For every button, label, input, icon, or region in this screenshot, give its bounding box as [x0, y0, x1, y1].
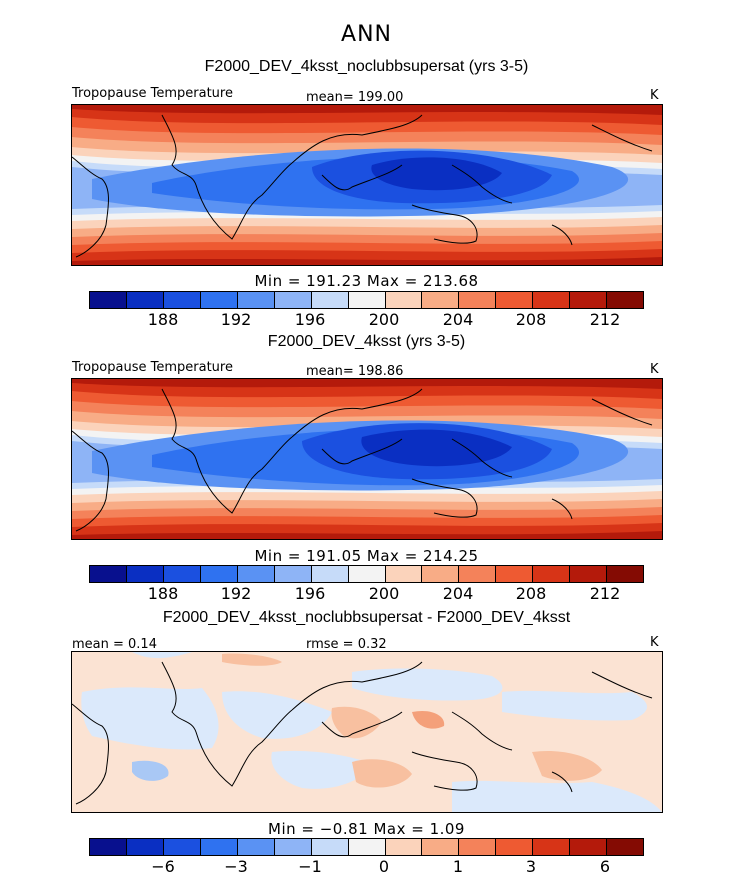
- colorbar-swatch: [90, 839, 127, 855]
- colorbar-swatch: [200, 839, 238, 855]
- colorbar-tick: 212: [589, 584, 621, 603]
- colorbar-swatch: [459, 566, 497, 582]
- colorbar-swatch: [570, 292, 608, 308]
- panel1-map: [71, 104, 663, 266]
- panel1-variable-label: Tropopause Temperature: [72, 86, 233, 101]
- panel3-units-label: K: [650, 635, 659, 650]
- panel3-map: [71, 651, 663, 813]
- panel1-map-field: [72, 105, 662, 265]
- colorbar-swatch: [200, 292, 238, 308]
- colorbar-swatch: [422, 566, 460, 582]
- panel1-colorbar: [89, 291, 644, 309]
- panel2-min-max: Min = 191.05 Max = 214.25: [254, 547, 479, 565]
- colorbar-swatch: [570, 566, 608, 582]
- colorbar-swatch: [607, 566, 644, 582]
- colorbar-swatch: [163, 566, 201, 582]
- colorbar-swatch: [311, 292, 349, 308]
- panel2-mean-label: mean= 198.86: [306, 364, 404, 379]
- colorbar-swatch: [533, 839, 571, 855]
- colorbar-tick: 6: [599, 857, 611, 876]
- colorbar-swatch: [385, 566, 423, 582]
- colorbar-tick: 208: [515, 584, 547, 603]
- colorbar-swatch: [163, 292, 201, 308]
- panel3-title: F2000_DEV_4ksst_noclubbsupersat - F2000_…: [162, 609, 571, 626]
- colorbar-swatch: [274, 566, 312, 582]
- colorbar-tick: −1: [298, 857, 322, 876]
- panel1-min-max: Min = 191.23 Max = 213.68: [254, 272, 479, 290]
- colorbar-swatch: [126, 292, 164, 308]
- panel3-min-max: Min = −0.81 Max = 1.09: [268, 820, 465, 838]
- colorbar-tick: 0: [378, 857, 390, 876]
- colorbar-swatch: [163, 839, 201, 855]
- panel3-mean-label: mean = 0.14: [72, 637, 157, 652]
- colorbar-swatch: [90, 566, 127, 582]
- colorbar-swatch: [348, 839, 386, 855]
- colorbar-swatch: [385, 839, 423, 855]
- colorbar-swatch: [570, 839, 608, 855]
- colorbar-tick: 212: [589, 310, 621, 329]
- colorbar-swatch: [607, 292, 644, 308]
- colorbar-swatch: [496, 292, 534, 308]
- colorbar-tick: 188: [147, 310, 179, 329]
- panel2-colorbar: [89, 565, 644, 583]
- colorbar-tick: 192: [220, 310, 252, 329]
- panel2-title: F2000_DEV_4ksst (yrs 3-5): [267, 333, 466, 350]
- colorbar-swatch: [496, 566, 534, 582]
- panel2-map-field: [72, 379, 662, 539]
- panel3-colorbar-ticks: −6 −3 −1 0 1 3 6: [89, 857, 644, 877]
- colorbar-tick: −6: [151, 857, 175, 876]
- colorbar-tick: 204: [442, 584, 474, 603]
- colorbar-swatch: [90, 292, 127, 308]
- colorbar-swatch: [422, 292, 460, 308]
- colorbar-swatch: [533, 292, 571, 308]
- colorbar-swatch: [126, 566, 164, 582]
- colorbar-swatch: [459, 292, 497, 308]
- colorbar-tick: 200: [368, 584, 400, 603]
- colorbar-tick: 204: [442, 310, 474, 329]
- colorbar-tick: 3: [525, 857, 537, 876]
- colorbar-swatch: [200, 566, 238, 582]
- season-title: ANN: [341, 22, 392, 47]
- colorbar-swatch: [237, 292, 275, 308]
- colorbar-swatch: [459, 839, 497, 855]
- colorbar-swatch: [533, 566, 571, 582]
- colorbar-tick: 208: [515, 310, 547, 329]
- colorbar-swatch: [348, 292, 386, 308]
- colorbar-swatch: [385, 292, 423, 308]
- colorbar-swatch: [237, 839, 275, 855]
- panel2-map: [71, 378, 663, 540]
- colorbar-tick: 188: [147, 584, 179, 603]
- colorbar-swatch: [496, 839, 534, 855]
- colorbar-tick: 196: [294, 310, 326, 329]
- colorbar-tick: 200: [368, 310, 400, 329]
- colorbar-swatch: [422, 839, 460, 855]
- panel1-units-label: K: [650, 88, 659, 103]
- colorbar-tick: 1: [452, 857, 464, 876]
- colorbar-tick: 196: [294, 584, 326, 603]
- panel3-colorbar: [89, 838, 644, 856]
- panel3-map-field: [72, 652, 662, 812]
- colorbar-swatch: [237, 566, 275, 582]
- panel1-mean-label: mean= 199.00: [306, 90, 404, 105]
- colorbar-swatch: [274, 292, 312, 308]
- panel1-title: F2000_DEV_4ksst_noclubbsupersat (yrs 3-5…: [204, 58, 529, 75]
- panel3-rmse-label: rmse = 0.32: [306, 637, 387, 652]
- colorbar-swatch: [607, 839, 644, 855]
- colorbar-swatch: [126, 839, 164, 855]
- colorbar-swatch: [311, 566, 349, 582]
- panel2-units-label: K: [650, 362, 659, 377]
- colorbar-swatch: [274, 839, 312, 855]
- panel2-colorbar-ticks: 188 192 196 200 204 208 212: [89, 584, 644, 604]
- panel2-variable-label: Tropopause Temperature: [72, 360, 233, 375]
- colorbar-swatch: [348, 566, 386, 582]
- panel1-colorbar-ticks: 188 192 196 200 204 208 212: [89, 310, 644, 330]
- colorbar-tick: −3: [224, 857, 248, 876]
- colorbar-swatch: [311, 839, 349, 855]
- colorbar-tick: 192: [220, 584, 252, 603]
